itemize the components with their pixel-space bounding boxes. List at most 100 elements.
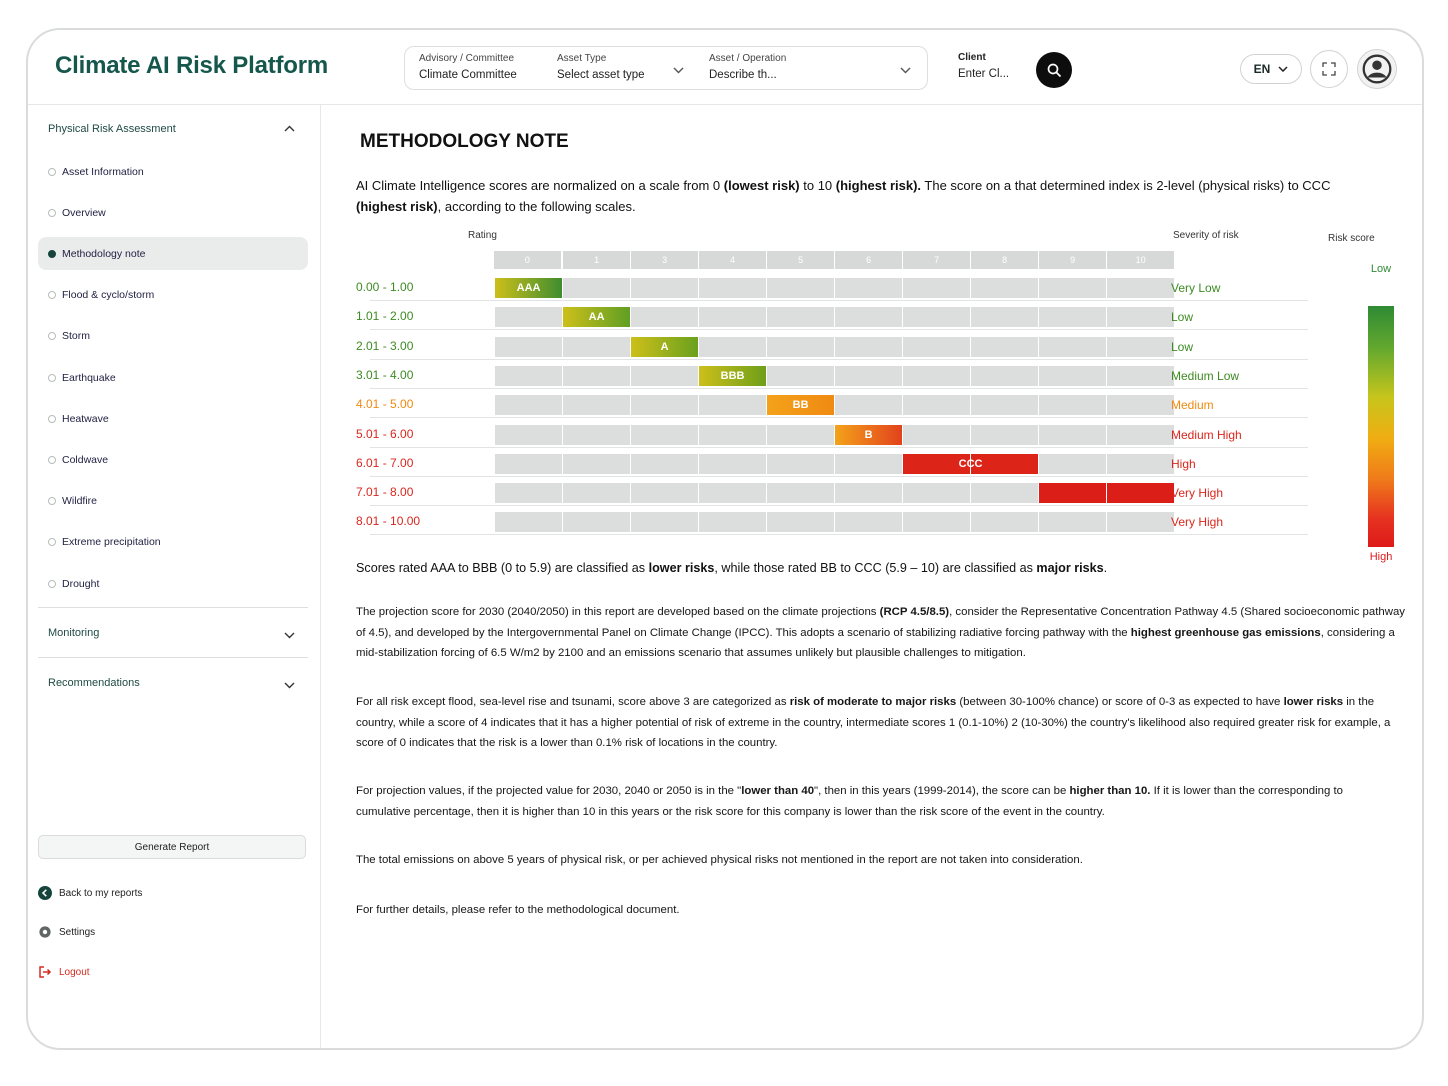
rating-label-aa: AA bbox=[588, 311, 605, 324]
bullet-icon bbox=[48, 208, 56, 217]
rating-cell bbox=[767, 365, 834, 386]
chevron-down-icon[interactable] bbox=[284, 678, 295, 692]
severity-label: Low bbox=[1171, 310, 1194, 325]
rating-cell bbox=[495, 365, 562, 386]
rating-cell bbox=[495, 395, 562, 416]
rating-cell bbox=[835, 395, 902, 416]
search-button[interactable] bbox=[1036, 52, 1072, 88]
asset-type-value: Select asset type bbox=[557, 69, 645, 81]
rating-cell bbox=[631, 512, 698, 533]
rating-label-bbb: BBB bbox=[720, 369, 745, 382]
chevron-up-icon[interactable] bbox=[284, 121, 295, 135]
language-select[interactable]: EN bbox=[1240, 54, 1302, 84]
sidebar-item-flood-cyclo-storm[interactable]: Flood & cyclo/storm bbox=[38, 279, 308, 312]
divider bbox=[38, 607, 308, 608]
rating-cell bbox=[631, 453, 698, 474]
back-to-reports-link[interactable]: Back to my reports bbox=[38, 886, 142, 900]
rating-cell bbox=[835, 365, 902, 386]
rating-column-header: 3 bbox=[631, 251, 698, 269]
asset-type-select[interactable]: Asset Type Select asset type bbox=[557, 53, 645, 81]
sidebar-item-drought[interactable]: Drought bbox=[38, 567, 308, 600]
rating-cell bbox=[495, 453, 562, 474]
sidebar-item-earthquake[interactable]: Earthquake bbox=[38, 361, 308, 394]
advisory-filter[interactable]: Advisory / Committee Climate Committee bbox=[419, 53, 517, 81]
sidebar-item-extreme-precipitation[interactable]: Extreme precipitation bbox=[38, 526, 308, 559]
intro-text: The score on a that determined index is … bbox=[921, 178, 1331, 193]
bullet-icon bbox=[48, 332, 56, 341]
rating-bar bbox=[631, 336, 698, 357]
rating-cell bbox=[1107, 395, 1174, 416]
page-title: METHODOLOGY NOTE bbox=[360, 131, 569, 152]
settings-link[interactable]: Settings bbox=[38, 925, 95, 939]
rating-cell bbox=[835, 512, 902, 533]
bullet-icon bbox=[48, 455, 56, 464]
sidebar-item-methodology-note[interactable]: Methodology note bbox=[38, 237, 308, 271]
client-input[interactable]: Client Enter Cl... bbox=[958, 52, 1009, 80]
bullet-icon bbox=[48, 414, 56, 423]
filter-bar: Advisory / Committee Climate Committee A… bbox=[404, 46, 928, 90]
rating-cell bbox=[1039, 365, 1106, 386]
summary-text: . bbox=[1103, 561, 1108, 575]
rating-cell bbox=[699, 336, 766, 357]
logout-link[interactable]: Logout bbox=[38, 965, 90, 979]
rating-bar bbox=[971, 453, 1038, 474]
score-range: 4.01 - 5.00 bbox=[356, 397, 414, 412]
rating-label: Rating bbox=[468, 230, 497, 241]
rating-cell bbox=[563, 395, 630, 416]
user-avatar[interactable] bbox=[1357, 49, 1397, 89]
intro-bold: (highest risk). bbox=[835, 178, 922, 193]
expand-icon bbox=[1322, 62, 1336, 76]
intro-text: AI Climate Intelligence scores are norma… bbox=[356, 178, 724, 193]
paragraph-text: For projection values, if the projected … bbox=[356, 785, 742, 797]
back-to-reports-label: Back to my reports bbox=[59, 887, 143, 899]
sidebar-item-wildfire[interactable]: Wildfire bbox=[38, 485, 308, 518]
rating-cell bbox=[495, 483, 562, 504]
fullscreen-button[interactable] bbox=[1310, 50, 1348, 88]
app-window: Climate AI Risk Platform Advisory / Comm… bbox=[26, 28, 1424, 1050]
sidebar-item-asset-information[interactable]: Asset Information bbox=[38, 155, 308, 188]
legend-high-label: High bbox=[1369, 551, 1393, 563]
sidebar-item-label: Overview bbox=[62, 206, 106, 219]
rating-cell bbox=[631, 483, 698, 504]
asset-operation-input[interactable]: Asset / Operation Describe th... bbox=[709, 53, 786, 81]
rating-cell bbox=[699, 278, 766, 298]
chevron-down-icon[interactable] bbox=[673, 65, 684, 77]
brand-title: Climate AI Risk Platform bbox=[55, 52, 329, 79]
rating-cell bbox=[1039, 307, 1106, 328]
rating-bar bbox=[563, 307, 630, 328]
top-header: Climate AI Risk Platform Advisory / Comm… bbox=[28, 30, 1422, 105]
legend-low-label: Low bbox=[1370, 263, 1392, 275]
rating-cell bbox=[563, 365, 630, 386]
rating-cell bbox=[631, 278, 698, 298]
generate-report-button[interactable]: Generate Report bbox=[38, 835, 306, 859]
rating-cell bbox=[1039, 424, 1106, 445]
rating-cell bbox=[767, 307, 834, 328]
intro-bold: (highest risk) bbox=[356, 199, 438, 214]
rating-cell bbox=[971, 307, 1038, 328]
severity-label: Medium High bbox=[1171, 427, 1242, 442]
sidebar-item-label: Wildfire bbox=[62, 495, 98, 508]
sidebar-item-coldwave[interactable]: Coldwave bbox=[38, 443, 308, 476]
classification-summary: Scores rated AAA to BBB (0 to 5.9) are c… bbox=[356, 561, 1107, 575]
rating-cell bbox=[971, 278, 1038, 298]
rating-cell bbox=[903, 483, 970, 504]
sidebar-item-storm[interactable]: Storm bbox=[38, 320, 308, 353]
rating-column-header: 6 bbox=[835, 251, 902, 269]
chevron-down-icon[interactable] bbox=[284, 628, 295, 642]
rating-cell bbox=[699, 424, 766, 445]
chevron-down-icon[interactable] bbox=[900, 65, 911, 77]
rating-cell bbox=[563, 453, 630, 474]
sidebar-item-heatwave[interactable]: Heatwave bbox=[38, 402, 308, 435]
section-monitoring[interactable]: Monitoring bbox=[48, 627, 100, 639]
score-range: 3.01 - 4.00 bbox=[356, 367, 414, 382]
rating-cell bbox=[1107, 424, 1174, 445]
bullet-icon bbox=[48, 579, 56, 588]
section-recommendations[interactable]: Recommendations bbox=[48, 677, 140, 689]
rating-column-header: 8 bbox=[971, 251, 1038, 269]
section-physical-risk[interactable]: Physical Risk Assessment bbox=[48, 123, 176, 135]
paragraph-text: in the country, while a score of 4 indic… bbox=[356, 696, 1391, 749]
summary-bold: major risks bbox=[1036, 561, 1104, 575]
sidebar-item-overview[interactable]: Overview bbox=[38, 196, 308, 229]
score-range: 2.01 - 3.00 bbox=[356, 338, 414, 353]
rating-cell bbox=[563, 424, 630, 445]
